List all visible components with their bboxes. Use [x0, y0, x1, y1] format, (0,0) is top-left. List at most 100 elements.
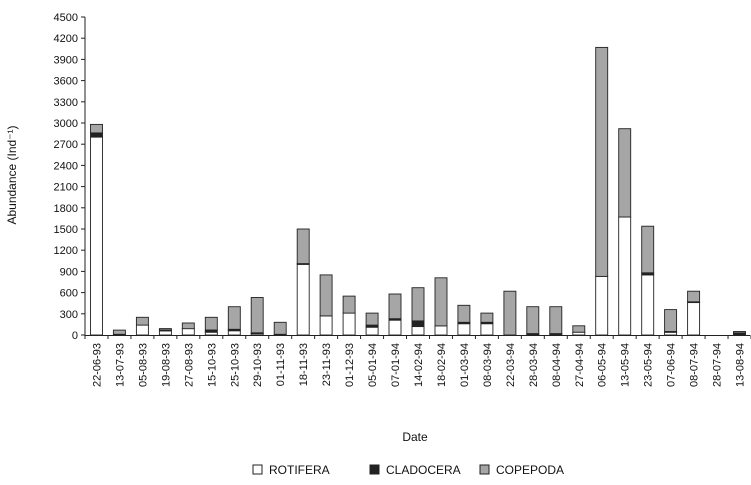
bar-copepoda-19-08-93 — [158, 328, 172, 331]
bar-copepoda-01-03-94 — [457, 304, 471, 323]
bar-rotifera-19-08-93 — [158, 330, 172, 336]
x-tick-label: 15-10-93 — [206, 343, 218, 387]
y-tick-label: 2400 — [54, 160, 78, 172]
y-tick-label: 600 — [60, 288, 78, 300]
x-tick-label: 01-12-93 — [344, 343, 356, 387]
bar-cladocera-22-06-93 — [90, 132, 103, 138]
x-tick-label: 25-10-93 — [229, 343, 241, 387]
x-tick-label: 28-07-94 — [712, 343, 724, 387]
x-tick-label: 27-08-93 — [183, 343, 195, 387]
x-tick-label: 13-07-93 — [114, 343, 126, 387]
bar-rotifera-27-08-93 — [181, 328, 195, 336]
x-tick-label: 07-01-94 — [390, 343, 402, 387]
y-tick-label: 3600 — [54, 76, 78, 88]
bar-copepoda-29-10-93 — [250, 297, 264, 334]
x-tick-label: 06-05-94 — [597, 343, 609, 387]
x-tick-label: 05-01-94 — [367, 343, 379, 387]
axes-layer: 0 300 600 900 1200 1500 1800 2100 2400 2700 3000 33… — [54, 12, 751, 387]
bar-rotifera-18-11-93 — [296, 263, 310, 336]
x-tick-label: 13-05-94 — [620, 343, 632, 387]
bar-copepoda-22-03-94 — [503, 290, 517, 336]
bar-copepoda-07-01-94 — [388, 293, 402, 320]
y-tick-label: 3300 — [54, 97, 78, 109]
legend-label-copepoda: COPEPODA — [496, 463, 564, 477]
bar-rotifera-13-05-94 — [618, 216, 632, 336]
bar-copepoda-27-04-94 — [572, 325, 586, 333]
x-tick-label: 23-11-93 — [321, 343, 333, 386]
bar-rotifera-06-05-94 — [595, 275, 609, 336]
x-tick-label: 22-03-94 — [505, 343, 517, 387]
bar-copepoda-18-11-93 — [296, 228, 310, 265]
bar-rotifera-01-03-94 — [457, 323, 471, 336]
y-tick-label: 0 — [72, 330, 78, 342]
bar-rotifera-01-12-93 — [342, 312, 356, 336]
y-tick-label: 2100 — [54, 182, 78, 194]
y-axis-title: Abundance (Ind⁻¹) — [5, 125, 19, 224]
bar-rotifera-05-01-94 — [365, 326, 379, 336]
bar-copepoda-25-10-93 — [227, 306, 241, 330]
bar-copepoda-27-08-93 — [181, 322, 195, 330]
bars-layer — [90, 46, 746, 336]
legend-swatch-copepoda — [479, 464, 490, 475]
bar-copepoda-13-08-94 — [733, 331, 746, 334]
y-tick-label: 3900 — [54, 54, 78, 66]
y-tick-label: 1200 — [54, 245, 78, 257]
x-tick-label: 19-08-93 — [160, 343, 172, 387]
x-axis-title: Date — [402, 430, 428, 444]
y-tick-label: 3000 — [54, 118, 78, 130]
bar-copepoda-05-08-93 — [135, 316, 149, 326]
bar-copepoda-01-12-93 — [342, 295, 356, 314]
x-tick-label: 28-03-94 — [528, 343, 540, 387]
bar-copepoda-23-11-93 — [319, 274, 333, 317]
bar-rotifera-05-08-93 — [135, 324, 149, 336]
bar-cladocera-14-02-94 — [411, 320, 425, 328]
x-tick-label: 18-11-93 — [298, 343, 310, 386]
x-tick-label: 08-07-94 — [689, 343, 701, 387]
bar-rotifera-08-03-94 — [480, 323, 494, 336]
x-tick-label: 22-06-93 — [92, 343, 104, 387]
x-tick-label: 14-02-94 — [413, 343, 425, 387]
bar-copepoda-28-03-94 — [526, 306, 540, 335]
y-tick-label: 1500 — [54, 224, 78, 236]
bar-rotifera-25-10-93 — [227, 330, 241, 336]
bar-rotifera-22-06-93 — [90, 136, 103, 336]
bar-copepoda-05-01-94 — [365, 312, 379, 326]
bar-copepoda-08-07-94 — [687, 290, 701, 303]
x-tick-label: 23-05-94 — [643, 343, 655, 387]
bar-copepoda-18-02-94 — [434, 277, 448, 327]
bar-rotifera-18-02-94 — [434, 325, 448, 336]
bar-copepoda-23-05-94 — [641, 225, 655, 274]
bar-copepoda-06-05-94 — [595, 46, 609, 277]
y-tick-label: 4500 — [54, 12, 78, 24]
x-tick-label: 08-03-94 — [482, 343, 494, 387]
bar-copepoda-14-02-94 — [411, 287, 425, 322]
x-tick-label: 01-03-94 — [459, 343, 471, 387]
legend-swatch-cladocera — [369, 464, 380, 475]
bar-copepoda-07-06-94 — [664, 309, 678, 332]
bar-rotifera-07-01-94 — [388, 319, 402, 336]
x-tick-label: 05-08-93 — [137, 343, 149, 387]
bar-copepoda-15-10-93 — [204, 316, 218, 331]
bar-rotifera-14-02-94 — [411, 326, 425, 336]
x-tick-label: 07-06-94 — [666, 343, 678, 387]
y-tick-label: 300 — [60, 309, 78, 321]
x-tick-label: 29-10-93 — [252, 343, 264, 387]
x-tick-label: 08-04-94 — [551, 343, 563, 387]
x-tick-label: 27-04-94 — [574, 343, 586, 387]
bar-copepoda-08-03-94 — [480, 312, 494, 323]
x-tick-label: 18-02-94 — [436, 343, 448, 387]
legend-swatch-rotifera — [252, 464, 263, 475]
bar-copepoda-01-11-93 — [273, 321, 287, 335]
y-tick-label: 900 — [60, 266, 78, 278]
bar-rotifera-23-05-94 — [641, 274, 655, 336]
bar-rotifera-23-11-93 — [319, 315, 333, 336]
legend-label-cladocera: CLADOCERA — [386, 463, 461, 477]
legend-label-rotifera: ROTIFERA — [269, 463, 330, 477]
bar-copepoda-13-07-93 — [112, 329, 126, 335]
bar-rotifera-08-07-94 — [687, 302, 701, 336]
x-tick-label: 13-08-94 — [735, 343, 747, 387]
y-tick-label: 1800 — [54, 203, 78, 215]
y-tick-label: 2700 — [54, 139, 78, 151]
bar-copepoda-13-05-94 — [618, 128, 632, 218]
